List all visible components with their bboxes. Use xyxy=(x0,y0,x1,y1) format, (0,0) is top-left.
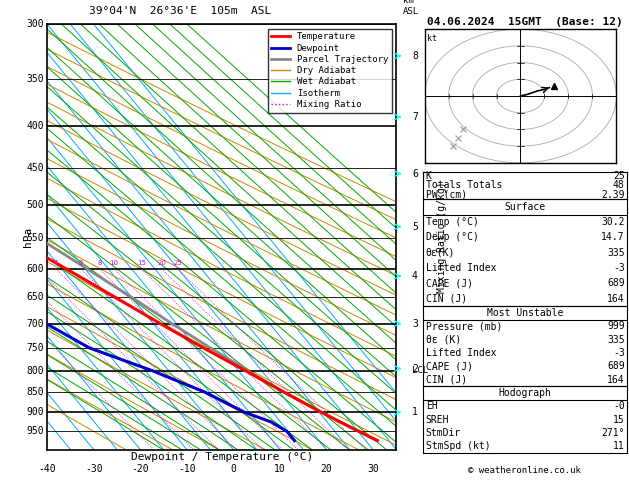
Text: PW (cm): PW (cm) xyxy=(426,190,467,200)
Text: 04.06.2024  15GMT  (Base: 12): 04.06.2024 15GMT (Base: 12) xyxy=(427,17,623,27)
Text: 15: 15 xyxy=(613,415,625,425)
Text: hPa: hPa xyxy=(23,227,33,247)
Text: 500: 500 xyxy=(26,200,43,210)
Text: 6: 6 xyxy=(79,260,84,266)
Text: Surface: Surface xyxy=(504,202,545,212)
Text: Lifted Index: Lifted Index xyxy=(426,263,496,273)
Text: 14.7: 14.7 xyxy=(601,232,625,243)
Text: CAPE (J): CAPE (J) xyxy=(426,361,473,371)
Text: θε(K): θε(K) xyxy=(426,248,455,258)
Text: 400: 400 xyxy=(26,121,43,131)
Text: 2.39: 2.39 xyxy=(601,190,625,200)
Text: 25: 25 xyxy=(613,171,625,181)
Text: 600: 600 xyxy=(26,264,43,274)
Text: km
ASL: km ASL xyxy=(403,0,420,16)
Text: CIN (J): CIN (J) xyxy=(426,375,467,385)
Text: 3: 3 xyxy=(36,260,42,266)
Text: © weatheronline.co.uk: © weatheronline.co.uk xyxy=(469,466,581,475)
Text: 550: 550 xyxy=(26,233,43,243)
Text: 8: 8 xyxy=(412,51,418,61)
Text: Mixing Ratio (g/kg): Mixing Ratio (g/kg) xyxy=(437,181,447,293)
Text: θε (K): θε (K) xyxy=(426,334,461,345)
Text: 8: 8 xyxy=(97,260,102,266)
Text: 20: 20 xyxy=(321,465,332,474)
Text: 7: 7 xyxy=(412,112,418,122)
Text: 800: 800 xyxy=(26,366,43,376)
Text: 650: 650 xyxy=(26,293,43,302)
Legend: Temperature, Dewpoint, Parcel Trajectory, Dry Adiabat, Wet Adiabat, Isotherm, Mi: Temperature, Dewpoint, Parcel Trajectory… xyxy=(268,29,392,113)
Text: 450: 450 xyxy=(26,162,43,173)
Text: 4: 4 xyxy=(54,260,58,266)
Text: Temp (°C): Temp (°C) xyxy=(426,217,479,227)
Text: 689: 689 xyxy=(607,278,625,288)
Text: Dewp (°C): Dewp (°C) xyxy=(426,232,479,243)
Text: Pressure (mb): Pressure (mb) xyxy=(426,321,502,331)
Text: 48: 48 xyxy=(613,180,625,191)
Text: kt: kt xyxy=(427,34,437,43)
Text: 689: 689 xyxy=(607,361,625,371)
Text: -20: -20 xyxy=(131,465,149,474)
Text: 999: 999 xyxy=(607,321,625,331)
Text: 20: 20 xyxy=(157,260,166,266)
Text: 164: 164 xyxy=(607,375,625,385)
Text: Hodograph: Hodograph xyxy=(498,388,552,398)
Text: Most Unstable: Most Unstable xyxy=(487,308,563,318)
Text: 11: 11 xyxy=(613,441,625,451)
Text: 2: 2 xyxy=(412,364,418,374)
Text: StmDir: StmDir xyxy=(426,428,461,438)
Text: 271°: 271° xyxy=(601,428,625,438)
Text: K: K xyxy=(426,171,431,181)
Text: 300: 300 xyxy=(26,19,43,29)
Text: 950: 950 xyxy=(26,426,43,436)
Text: Lifted Index: Lifted Index xyxy=(426,348,496,358)
Text: LCL: LCL xyxy=(412,366,428,375)
Text: 700: 700 xyxy=(26,318,43,329)
Text: 335: 335 xyxy=(607,334,625,345)
Text: 30.2: 30.2 xyxy=(601,217,625,227)
Text: 6: 6 xyxy=(412,169,418,179)
Text: 39°04'N  26°36'E  105m  ASL: 39°04'N 26°36'E 105m ASL xyxy=(89,6,271,16)
Text: -30: -30 xyxy=(85,465,103,474)
Text: 850: 850 xyxy=(26,387,43,397)
Text: -3: -3 xyxy=(613,348,625,358)
Text: 4: 4 xyxy=(412,271,418,281)
Text: 1: 1 xyxy=(412,407,418,417)
Text: SREH: SREH xyxy=(426,415,449,425)
X-axis label: Dewpoint / Temperature (°C): Dewpoint / Temperature (°C) xyxy=(131,452,313,462)
Text: StmSpd (kt): StmSpd (kt) xyxy=(426,441,491,451)
Text: 10: 10 xyxy=(109,260,119,266)
Text: 25: 25 xyxy=(174,260,182,266)
Text: 10: 10 xyxy=(274,465,286,474)
Text: 750: 750 xyxy=(26,343,43,353)
Text: 15: 15 xyxy=(137,260,146,266)
Text: 0: 0 xyxy=(230,465,237,474)
Text: -10: -10 xyxy=(178,465,196,474)
Text: 3: 3 xyxy=(412,318,418,329)
Text: Totals Totals: Totals Totals xyxy=(426,180,502,191)
Text: -3: -3 xyxy=(613,263,625,273)
Text: CAPE (J): CAPE (J) xyxy=(426,278,473,288)
Text: 350: 350 xyxy=(26,74,43,84)
Text: 335: 335 xyxy=(607,248,625,258)
Text: 164: 164 xyxy=(607,294,625,304)
Text: EH: EH xyxy=(426,401,438,411)
Text: -0: -0 xyxy=(613,401,625,411)
Text: 900: 900 xyxy=(26,407,43,417)
Text: 5: 5 xyxy=(412,222,418,232)
Text: 30: 30 xyxy=(367,465,379,474)
Text: -40: -40 xyxy=(38,465,56,474)
Text: CIN (J): CIN (J) xyxy=(426,294,467,304)
